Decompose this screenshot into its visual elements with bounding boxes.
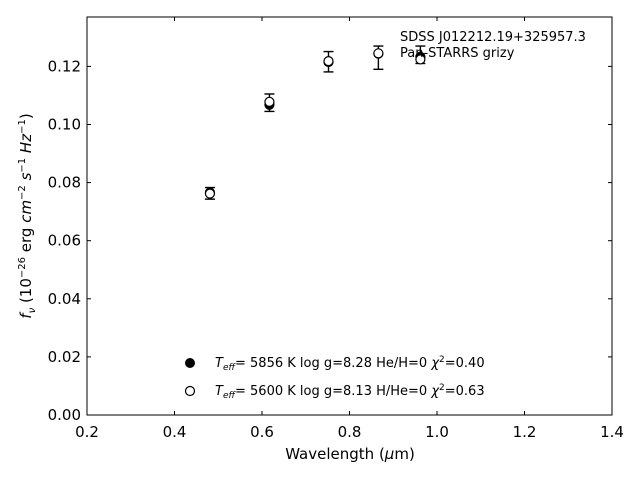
legend-marker-filled <box>185 358 195 368</box>
annotation-object-name: SDSS J012212.19+325957.3 <box>400 30 586 45</box>
legend-label-model-2: Teff= 5600 K log g=8.13 H/He=0 χ2=0.63 <box>215 383 485 401</box>
y-tick-label: 0.04 <box>48 290 81 308</box>
model-point-open <box>415 54 426 65</box>
x-tick-label: 1.2 <box>513 423 537 441</box>
model-point-open <box>264 96 275 107</box>
legend-marker-open <box>184 385 196 397</box>
model-point-open <box>204 188 216 199</box>
y-tick-label: 0.06 <box>48 232 81 250</box>
x-tick-label: 0.6 <box>250 423 274 441</box>
y-axis-label: fν (10−26 erg cm−2 s−1 Hz−1) <box>17 113 38 318</box>
y-tick-label: 0.00 <box>48 406 81 424</box>
x-axis-label: Wavelength (μm) <box>285 445 415 463</box>
y-tick-label: 0.02 <box>48 348 81 366</box>
x-tick-label: 1.4 <box>600 423 624 441</box>
y-tick-label: 0.12 <box>48 57 81 75</box>
y-tick-label: 0.10 <box>48 115 81 133</box>
model-point-open <box>323 56 334 67</box>
axis-ticks: 0.2 0.4 0.6 0.8 1.0 1.2 1.4 0.00 0.02 0.04 0.06 0.0… <box>48 17 624 441</box>
annotation-survey: Pan-STARRS grizy <box>400 46 515 61</box>
x-tick-label: 0.2 <box>75 423 99 441</box>
plot-area <box>86 16 613 416</box>
legend-label-model-1: Teff= 5856 K log g=8.28 He/H=0 χ2=0.40 <box>215 355 485 373</box>
data-points <box>204 48 426 199</box>
y-tick-label: 0.08 <box>48 174 81 192</box>
model-point-open <box>373 48 384 59</box>
x-tick-label: 0.8 <box>338 423 362 441</box>
x-tick-label: 0.4 <box>163 423 187 441</box>
legend: Teff= 5856 K log g=8.28 He/H=0 χ2=0.40 T… <box>184 355 485 401</box>
x-tick-label: 1.0 <box>425 423 449 441</box>
